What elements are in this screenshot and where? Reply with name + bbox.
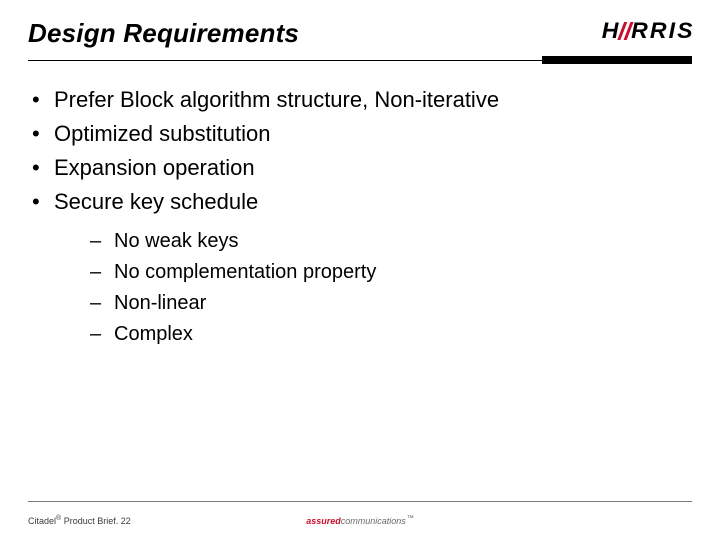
slide-footer: Citadel® Product Brief. 22 assuredcommun…: [28, 508, 692, 526]
sub-bullet-text: Complex: [114, 323, 193, 345]
logo-right: RRIS: [631, 18, 695, 43]
sub-bullet-text: No weak keys: [114, 230, 239, 252]
bullet-item: Prefer Block algorithm structure, Non-it…: [28, 84, 680, 116]
sub-bullet-item: No weak keys: [88, 226, 680, 257]
bullet-list: Prefer Block algorithm structure, Non-it…: [28, 84, 680, 350]
footer-tagline-a: assured: [306, 516, 341, 526]
bullet-text: Prefer Block algorithm structure, Non-it…: [54, 87, 499, 112]
bullet-item: Expansion operation: [28, 152, 680, 184]
slide-content: Prefer Block algorithm structure, Non-it…: [28, 84, 680, 352]
footer-tagline-b: communications: [341, 516, 406, 526]
sub-bullet-list: No weak keys No complementation property…: [54, 226, 680, 350]
sub-bullet-item: Complex: [88, 319, 680, 350]
bullet-item: Secure key schedule No weak keys No comp…: [28, 186, 680, 350]
sub-bullet-text: No complementation property: [114, 261, 376, 283]
slide-title: Design Requirements: [28, 18, 299, 48]
slide: Design Requirements HRRIS Prefer Block a…: [0, 0, 720, 540]
sub-bullet-item: No complementation property: [88, 257, 680, 288]
bullet-text: Optimized substitution: [54, 121, 270, 146]
footer-rule: [28, 501, 692, 502]
header-blackbar: [542, 56, 692, 64]
harris-logo: HRRIS: [601, 18, 694, 44]
brand-logo: HRRIS: [542, 18, 692, 44]
bullet-text: Secure key schedule: [54, 189, 258, 214]
logo-slash-icon: [618, 22, 633, 40]
trademark-icon: ™: [407, 515, 414, 522]
sub-bullet-item: Non-linear: [88, 288, 680, 319]
sub-bullet-text: Non-linear: [114, 292, 206, 314]
bullet-item: Optimized substitution: [28, 118, 680, 150]
bullet-text: Expansion operation: [54, 155, 255, 180]
header-rule: [28, 56, 692, 64]
footer-center: assuredcommunications™: [28, 515, 692, 526]
